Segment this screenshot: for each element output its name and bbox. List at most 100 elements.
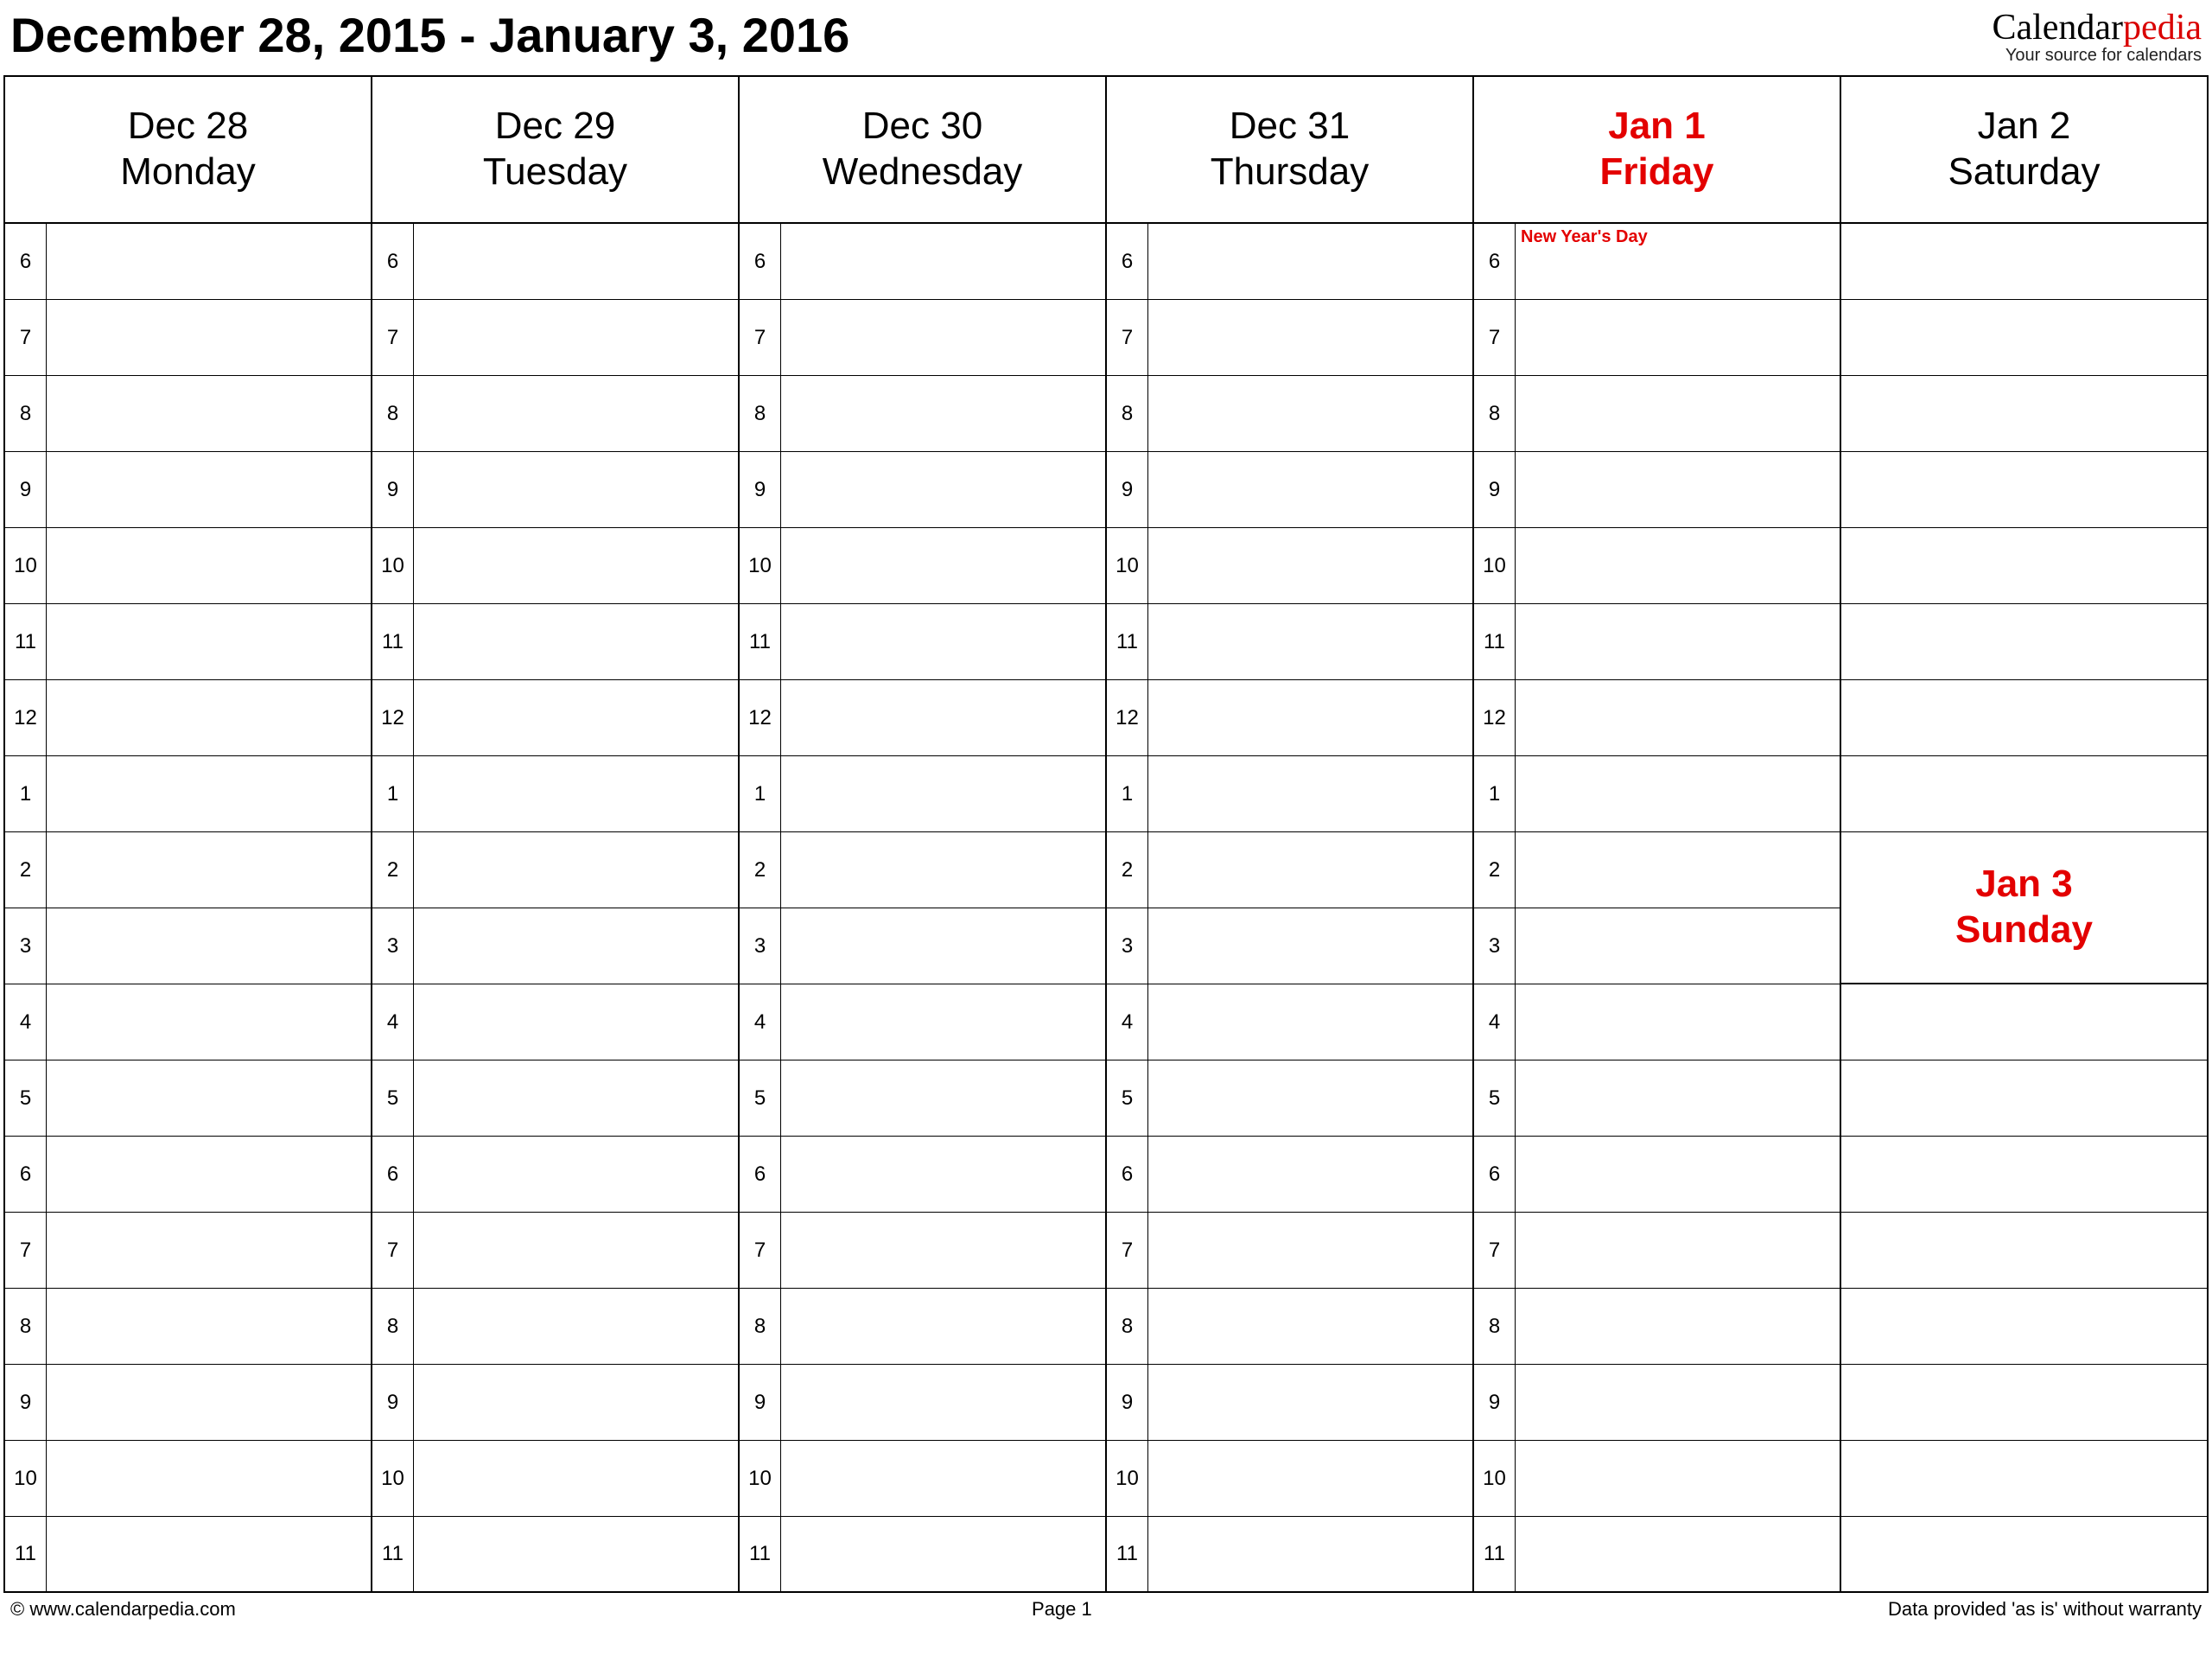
hour-note[interactable] — [1148, 376, 1472, 451]
saturday-note-row[interactable] — [1841, 224, 2207, 300]
hour-note[interactable] — [781, 452, 1105, 527]
hour-note[interactable] — [47, 756, 371, 831]
hour-note[interactable] — [414, 1060, 738, 1136]
hour-note[interactable] — [1148, 452, 1472, 527]
hour-note[interactable] — [47, 224, 371, 299]
sunday-note-row[interactable] — [1841, 1060, 2207, 1137]
hour-note[interactable] — [47, 1060, 371, 1136]
hour-note[interactable] — [414, 1517, 738, 1591]
hour-note[interactable] — [781, 604, 1105, 679]
hour-note[interactable] — [781, 224, 1105, 299]
hour-note[interactable] — [1516, 1365, 1840, 1440]
hour-note[interactable] — [1516, 984, 1840, 1060]
hour-note[interactable] — [781, 908, 1105, 984]
hour-note[interactable] — [1516, 604, 1840, 679]
hour-note[interactable] — [47, 604, 371, 679]
hour-note[interactable] — [414, 1213, 738, 1288]
sunday-note-row[interactable] — [1841, 1517, 2207, 1593]
hour-note[interactable] — [414, 832, 738, 908]
hour-note[interactable] — [47, 452, 371, 527]
hour-note[interactable] — [1516, 908, 1840, 984]
hour-note[interactable] — [1516, 528, 1840, 603]
hour-note[interactable] — [1516, 680, 1840, 755]
hour-note[interactable] — [1516, 832, 1840, 908]
sunday-note-row[interactable] — [1841, 1137, 2207, 1213]
hour-note[interactable] — [414, 680, 738, 755]
hour-note[interactable] — [47, 1517, 371, 1591]
hour-note[interactable] — [414, 452, 738, 527]
hour-note[interactable] — [1148, 1365, 1472, 1440]
hour-note[interactable] — [1516, 1289, 1840, 1364]
saturday-note-row[interactable] — [1841, 756, 2207, 832]
hour-note[interactable] — [47, 984, 371, 1060]
hour-note[interactable] — [1148, 1060, 1472, 1136]
hour-note[interactable] — [1516, 300, 1840, 375]
hour-note[interactable] — [1516, 1441, 1840, 1516]
hour-note[interactable] — [414, 1365, 738, 1440]
hour-note[interactable] — [781, 1137, 1105, 1212]
hour-note[interactable] — [414, 300, 738, 375]
hour-note[interactable] — [1516, 1517, 1840, 1591]
hour-note[interactable] — [47, 1441, 371, 1516]
saturday-note-row[interactable] — [1841, 604, 2207, 680]
hour-note[interactable] — [414, 756, 738, 831]
hour-note[interactable] — [781, 1441, 1105, 1516]
hour-note[interactable] — [47, 908, 371, 984]
hour-note[interactable] — [781, 756, 1105, 831]
hour-note[interactable] — [781, 1060, 1105, 1136]
hour-note[interactable] — [1516, 756, 1840, 831]
saturday-note-row[interactable] — [1841, 300, 2207, 376]
hour-note[interactable] — [781, 528, 1105, 603]
hour-note[interactable] — [781, 1289, 1105, 1364]
hour-note[interactable] — [1516, 1137, 1840, 1212]
hour-note[interactable] — [47, 1213, 371, 1288]
hour-note[interactable] — [47, 300, 371, 375]
hour-note[interactable] — [414, 1289, 738, 1364]
saturday-note-row[interactable] — [1841, 528, 2207, 604]
sunday-note-row[interactable] — [1841, 1441, 2207, 1517]
saturday-note-row[interactable] — [1841, 680, 2207, 756]
hour-note[interactable] — [781, 832, 1105, 908]
hour-note[interactable] — [47, 1289, 371, 1364]
hour-note[interactable] — [1516, 452, 1840, 527]
hour-note[interactable] — [414, 1441, 738, 1516]
hour-note[interactable] — [1148, 1213, 1472, 1288]
hour-note[interactable] — [414, 224, 738, 299]
hour-note[interactable] — [1148, 1289, 1472, 1364]
hour-note[interactable] — [1148, 832, 1472, 908]
hour-note[interactable] — [781, 680, 1105, 755]
hour-note[interactable] — [1516, 376, 1840, 451]
hour-note[interactable] — [414, 528, 738, 603]
sunday-note-row[interactable] — [1841, 1289, 2207, 1365]
hour-note[interactable] — [1148, 1441, 1472, 1516]
hour-note[interactable] — [414, 604, 738, 679]
hour-note[interactable] — [47, 1137, 371, 1212]
hour-note[interactable] — [1148, 680, 1472, 755]
hour-note[interactable] — [1148, 224, 1472, 299]
hour-note[interactable] — [414, 376, 738, 451]
hour-note[interactable] — [781, 376, 1105, 451]
hour-note[interactable] — [1148, 908, 1472, 984]
hour-note[interactable]: New Year's Day — [1516, 224, 1840, 299]
hour-note[interactable] — [781, 300, 1105, 375]
hour-note[interactable] — [781, 1517, 1105, 1591]
hour-note[interactable] — [1148, 528, 1472, 603]
hour-note[interactable] — [1148, 756, 1472, 831]
hour-note[interactable] — [47, 680, 371, 755]
saturday-note-row[interactable] — [1841, 452, 2207, 528]
hour-note[interactable] — [1148, 300, 1472, 375]
hour-note[interactable] — [1516, 1213, 1840, 1288]
hour-note[interactable] — [1516, 1060, 1840, 1136]
hour-note[interactable] — [781, 984, 1105, 1060]
sunday-note-row[interactable] — [1841, 1213, 2207, 1289]
sunday-note-row[interactable] — [1841, 1365, 2207, 1441]
hour-note[interactable] — [781, 1365, 1105, 1440]
saturday-note-row[interactable] — [1841, 376, 2207, 452]
hour-note[interactable] — [414, 908, 738, 984]
hour-note[interactable] — [1148, 1137, 1472, 1212]
sunday-note-row[interactable] — [1841, 984, 2207, 1060]
hour-note[interactable] — [47, 528, 371, 603]
hour-note[interactable] — [47, 376, 371, 451]
hour-note[interactable] — [1148, 604, 1472, 679]
hour-note[interactable] — [47, 1365, 371, 1440]
